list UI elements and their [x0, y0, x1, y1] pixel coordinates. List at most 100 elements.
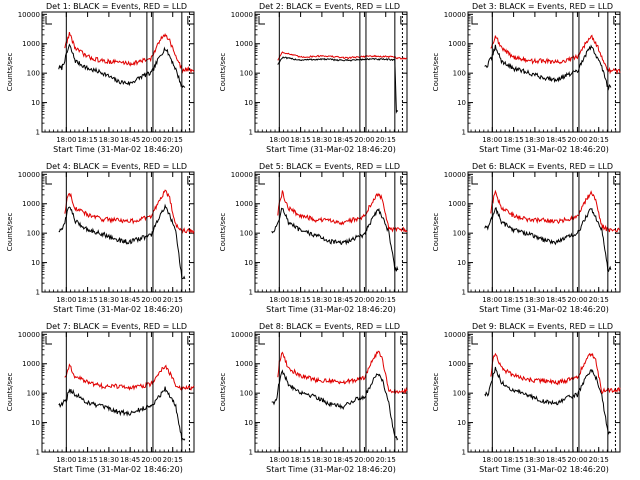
plot-frame — [41, 11, 195, 133]
x-axis-title: Start Time (31-Mar-02 18:46:20) — [53, 305, 183, 314]
y-tick-label: 1 — [36, 129, 40, 137]
y-tick-label: 100 — [240, 230, 253, 238]
y-tick-label: 10 — [244, 259, 253, 267]
y-tick-label: 1 — [36, 289, 40, 297]
y-tick-label: 10000 — [231, 331, 253, 339]
y-tick-label: 10 — [31, 259, 40, 267]
x-tick-label: 20:00 — [567, 136, 587, 144]
bracket-mark — [471, 336, 478, 345]
x-tick-label: 20:00 — [141, 136, 161, 144]
y-axis-label: Counts/sec — [219, 373, 227, 412]
x-tick-label: 18:30 — [525, 296, 545, 304]
y-tick-label: 10000 — [18, 331, 40, 339]
y-tick-label: 1000 — [235, 40, 253, 48]
lld-series-line — [277, 190, 408, 233]
x-tick-label: 20:00 — [354, 136, 374, 144]
panel-title: Det 5: BLACK = Events, RED = LLD — [259, 162, 400, 171]
x-tick-label: 18:15 — [78, 136, 98, 144]
bracket-mark — [258, 176, 265, 185]
y-tick-label: 10000 — [444, 171, 466, 179]
plot-frame — [254, 171, 408, 293]
bracket-mark — [613, 16, 620, 25]
y-tick-label: 10 — [457, 99, 466, 107]
lld-series-line — [64, 189, 195, 235]
y-tick-label: 10000 — [444, 11, 466, 19]
bracket-mark — [400, 336, 407, 345]
y-tick-label: 100 — [453, 70, 466, 78]
x-tick-label: 18:30 — [312, 456, 332, 464]
panel-title: Det 8: BLACK = Events, RED = LLD — [259, 322, 400, 331]
bracket-mark — [471, 16, 478, 25]
lld-series-line — [64, 363, 195, 391]
y-tick-label: 1000 — [448, 360, 466, 368]
x-tick-label: 18:45 — [333, 456, 353, 464]
y-tick-label: 100 — [453, 390, 466, 398]
x-axis-title: Start Time (31-Mar-02 18:46:20) — [266, 465, 396, 474]
bracket-mark — [400, 16, 407, 25]
x-tick-label: 18:15 — [78, 296, 98, 304]
bracket-mark — [258, 16, 265, 25]
lld-series-line — [64, 31, 195, 74]
x-tick-label: 18:00 — [56, 296, 76, 304]
plot-frame — [41, 171, 195, 293]
y-tick-label: 10 — [457, 419, 466, 427]
x-tick-label: 20:15 — [376, 456, 396, 464]
bracket-mark — [187, 16, 194, 25]
events-series-line — [484, 44, 612, 91]
x-tick-label: 18:30 — [525, 456, 545, 464]
x-tick-label: 20:00 — [141, 296, 161, 304]
x-tick-label: 20:15 — [163, 456, 183, 464]
detector-panel-3: Det 3: BLACK = Events, RED = LLD Counts/s… — [432, 2, 621, 154]
x-tick-label: 18:15 — [78, 456, 98, 464]
lld-series-line — [490, 34, 621, 75]
bracket-mark — [471, 176, 478, 185]
y-tick-label: 10000 — [444, 331, 466, 339]
panel-title: Det 6: BLACK = Events, RED = LLD — [472, 162, 613, 171]
x-tick-label: 20:00 — [141, 456, 161, 464]
x-tick-label: 20:15 — [589, 456, 609, 464]
y-axis-label: Counts/sec — [432, 53, 440, 92]
x-tick-label: 18:00 — [482, 136, 502, 144]
x-axis-title: Start Time (31-Mar-02 18:46:20) — [53, 465, 183, 474]
y-axis-label: Counts/sec — [6, 373, 14, 412]
x-tick-label: 18:30 — [99, 296, 119, 304]
bracket-mark — [45, 176, 52, 185]
x-tick-label: 18:45 — [546, 136, 566, 144]
bracket-mark — [187, 336, 194, 345]
panel-title: Det 9: BLACK = Events, RED = LLD — [472, 322, 613, 331]
x-tick-label: 18:45 — [120, 296, 140, 304]
x-tick-label: 18:30 — [99, 136, 119, 144]
x-tick-label: 18:00 — [482, 456, 502, 464]
bracket-mark — [45, 16, 52, 25]
x-tick-label: 20:15 — [589, 296, 609, 304]
detector-panel-1: Det 1: BLACK = Events, RED = LLD Counts/s… — [6, 2, 195, 154]
y-tick-label: 1000 — [235, 360, 253, 368]
x-tick-label: 18:15 — [291, 296, 311, 304]
panel-title: Det 4: BLACK = Events, RED = LLD — [46, 162, 187, 171]
bracket-mark — [45, 336, 52, 345]
lld-series-line — [277, 51, 407, 61]
events-series-line — [271, 369, 399, 441]
y-tick-label: 10 — [457, 259, 466, 267]
panel-title: Det 2: BLACK = Events, RED = LLD — [259, 2, 400, 11]
y-tick-label: 10 — [31, 99, 40, 107]
x-tick-label: 18:15 — [504, 456, 524, 464]
x-axis-title: Start Time (31-Mar-02 18:46:20) — [479, 465, 609, 474]
y-axis-label: Counts/sec — [219, 213, 227, 252]
x-axis-title: Start Time (31-Mar-02 18:46:20) — [266, 305, 396, 314]
bracket-mark — [613, 336, 620, 345]
detector-panel-2: Det 2: BLACK = Events, RED = LLD Counts/s… — [219, 2, 408, 154]
plot-frame — [467, 331, 621, 453]
x-tick-label: 18:15 — [504, 296, 524, 304]
y-tick-label: 1 — [462, 289, 466, 297]
y-tick-label: 100 — [453, 230, 466, 238]
x-tick-label: 18:15 — [504, 136, 524, 144]
y-tick-label: 100 — [27, 390, 40, 398]
x-tick-label: 18:30 — [99, 456, 119, 464]
events-series-line — [484, 366, 612, 436]
events-series-line — [484, 207, 612, 273]
detector-panel-4: Det 4: BLACK = Events, RED = LLD Counts/s… — [6, 162, 195, 314]
y-axis-label: Counts/sec — [432, 373, 440, 412]
y-tick-label: 1000 — [448, 200, 466, 208]
x-tick-label: 18:30 — [312, 296, 332, 304]
